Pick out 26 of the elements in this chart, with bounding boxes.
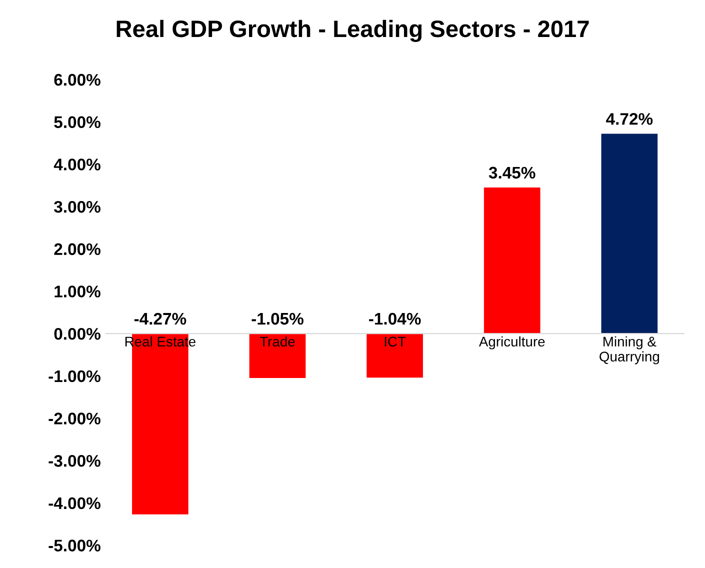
x-tick-label: ICT — [384, 336, 406, 347]
y-tick-label: 3.00% — [54, 200, 100, 213]
data-label: -1.05% — [252, 312, 304, 325]
y-tick-label: 4.00% — [54, 158, 100, 170]
y-tick-label: 1.00% — [54, 286, 100, 298]
y-tick-label: 6.00% — [54, 74, 100, 86]
data-label: -1.04% — [369, 312, 421, 325]
x-tick-label: Mining & Quarrying — [600, 336, 660, 364]
bar — [249, 334, 306, 378]
y-tick-label: -3.00% — [48, 454, 100, 467]
y-tick-label: -5.00% — [48, 540, 100, 552]
bar — [366, 334, 423, 378]
data-label: 4.72% — [606, 113, 653, 125]
chart-title: Real GDP Growth - Leading Sectors - 2017 — [116, 20, 589, 42]
y-tick-label: -1.00% — [48, 370, 100, 382]
bar — [601, 134, 658, 334]
data-label: -4.27% — [134, 312, 186, 325]
data-label: 3.45% — [488, 166, 536, 179]
y-tick-label: -4.00% — [48, 497, 100, 510]
y-tick-label: 0.00% — [54, 328, 100, 340]
y-tick-label: 5.00% — [54, 116, 100, 128]
y-tick-label: 2.00% — [54, 243, 100, 256]
y-tick-label: -2.00% — [48, 412, 100, 424]
x-tick-label: Trade — [260, 336, 295, 347]
bar — [484, 187, 540, 334]
x-tick-label: Agriculture — [478, 336, 545, 350]
